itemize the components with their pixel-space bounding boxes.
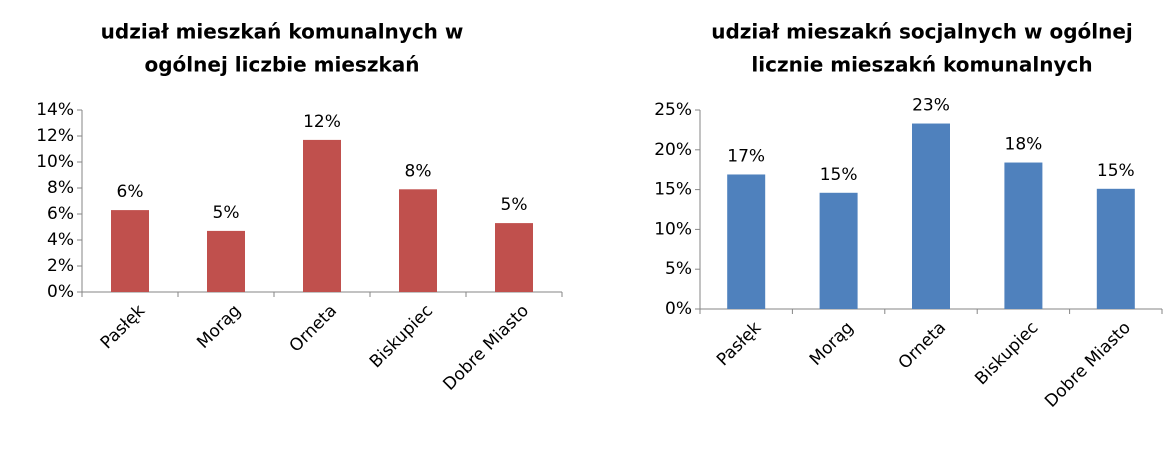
data-label: 5% — [501, 195, 528, 215]
chart-title: licznie mieszakń komunalnych — [751, 53, 1092, 77]
chart: udział mieszkań komunalnych w ogólnej lic… — [36, 20, 563, 395]
chart: udział mieszakń socjalnych w ogólnej licz… — [654, 20, 1163, 412]
y-tick-label: 20% — [654, 140, 692, 160]
y-tick-label: 14% — [36, 100, 74, 120]
bar — [1096, 188, 1135, 309]
data-label: 8% — [405, 161, 432, 181]
y-tick-label: 10% — [654, 219, 692, 239]
data-label: 6% — [117, 182, 144, 202]
x-tick-label: Dobre Miasto — [1041, 318, 1135, 412]
bar — [819, 192, 858, 309]
y-tick-label: 0% — [665, 299, 692, 319]
y-tick-label: 5% — [665, 259, 692, 279]
bar — [912, 123, 950, 309]
bar — [111, 210, 149, 292]
bar — [207, 230, 245, 292]
y-tick-label: 4% — [47, 230, 74, 250]
data-label: 5% — [213, 203, 240, 223]
x-tick-label: Morąg — [193, 301, 245, 353]
bar — [495, 223, 533, 292]
data-label: 15% — [1097, 161, 1135, 181]
chart-title: udział mieszkań komunalnych w — [101, 20, 464, 44]
x-tick-label: Biskupiec — [971, 318, 1042, 389]
bar — [727, 174, 766, 309]
data-label: 23% — [912, 96, 950, 116]
y-tick-label: 10% — [36, 152, 74, 172]
bar — [303, 139, 341, 292]
x-tick-label: Biskupiec — [366, 301, 437, 372]
x-tick-label: Dobre Miasto — [439, 301, 533, 395]
data-label: 17% — [727, 146, 765, 166]
x-tick-label: Pasłęk — [97, 301, 149, 353]
y-tick-label: 0% — [47, 282, 74, 302]
bar — [1004, 162, 1043, 309]
data-label: 18% — [1005, 135, 1043, 155]
bar — [399, 189, 437, 292]
y-tick-label: 6% — [47, 204, 74, 224]
chart-title: udział mieszakń socjalnych w ogólnej — [711, 20, 1133, 44]
x-tick-label: Morąg — [806, 318, 858, 370]
x-tick-label: Orneta — [895, 318, 950, 373]
chart-title: ogólnej liczbie mieszkań — [144, 53, 419, 77]
x-tick-label: Pasłęk — [713, 318, 765, 370]
x-tick-label: Orneta — [286, 301, 341, 356]
y-tick-label: 25% — [654, 100, 692, 120]
data-label: 15% — [820, 165, 858, 185]
y-tick-label: 15% — [654, 180, 692, 200]
data-label: 12% — [303, 112, 341, 132]
y-tick-label: 12% — [36, 126, 74, 146]
y-tick-label: 2% — [47, 256, 74, 276]
y-tick-label: 8% — [47, 178, 74, 198]
